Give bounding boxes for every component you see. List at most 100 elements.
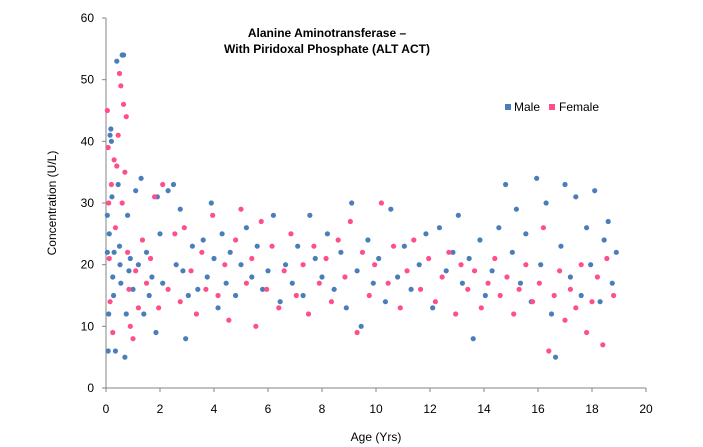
data-point-female (604, 255, 610, 262)
data-point-male (260, 286, 266, 292)
legend-male-marker (505, 104, 511, 110)
data-point-female (372, 262, 378, 268)
data-point-male (295, 243, 301, 249)
data-point-female (530, 299, 536, 305)
data-point-male (170, 181, 177, 188)
data-point-female (511, 311, 517, 317)
data-point-female (426, 255, 432, 262)
data-point-male (558, 243, 564, 249)
data-point-male (157, 231, 163, 237)
data-point-male (215, 305, 221, 311)
data-point-female (110, 329, 116, 336)
data-point-female (233, 237, 239, 243)
data-point-male (358, 323, 364, 329)
data-point-male (115, 181, 121, 188)
legend-male-label: Male (514, 100, 540, 114)
data-point-female (249, 255, 255, 262)
data-point-male (130, 286, 136, 292)
legend-female-marker (549, 104, 555, 110)
data-point-female (264, 286, 270, 292)
data-point-male (180, 268, 186, 274)
data-point-female (439, 274, 445, 280)
data-point-female (123, 114, 129, 120)
data-point-male (416, 262, 422, 268)
data-point-female (478, 305, 484, 311)
data-point-female (104, 107, 110, 114)
data-point-female (116, 70, 123, 77)
data-point-male (349, 200, 355, 206)
data-point-female (378, 200, 384, 206)
data-point-female (130, 336, 136, 342)
data-point-male (270, 212, 276, 218)
data-point-female (293, 292, 299, 299)
data-point-male (597, 299, 603, 305)
data-point-male (573, 194, 579, 200)
data-point-male (165, 188, 171, 194)
data-point-male (552, 354, 559, 360)
data-point-male (376, 255, 382, 262)
data-point-male (423, 231, 429, 237)
data-point-male (277, 299, 283, 305)
data-point-male (118, 280, 124, 286)
x-tick-group: 0 2 4 6 8 10 12 14 16 18 20 (103, 388, 653, 416)
x-tick-label: 0 (103, 402, 110, 416)
x-tick-label: 20 (639, 402, 653, 416)
data-point-female (551, 292, 557, 299)
y-tick-label: 50 (81, 73, 95, 87)
data-point-female (108, 181, 114, 188)
data-point-female (335, 237, 341, 243)
x-tick-label: 10 (369, 402, 383, 416)
x-tick-label: 16 (531, 402, 545, 416)
data-point-male (489, 268, 495, 274)
data-point-female (411, 237, 417, 243)
data-point-male (110, 274, 116, 280)
data-point-female (316, 280, 322, 286)
data-point-female (305, 311, 312, 317)
data-point-female (594, 274, 601, 280)
data-point-female (288, 231, 294, 237)
data-point-female (536, 280, 542, 286)
data-point-female (105, 144, 111, 151)
data-point-male (408, 286, 414, 292)
data-point-male (120, 52, 127, 58)
data-point-female (557, 268, 563, 274)
data-point-female (118, 83, 124, 89)
data-point-male (189, 243, 195, 249)
data-point-female (156, 305, 162, 311)
y-tick-group: 0 10 20 30 40 50 60 (81, 11, 106, 395)
data-point-male (105, 348, 111, 354)
y-tick-label: 10 (81, 319, 95, 333)
data-point-male (578, 292, 584, 299)
data-point-male (135, 262, 141, 268)
y-tick-label: 20 (81, 258, 95, 272)
data-point-male (482, 292, 488, 299)
data-point-male (111, 249, 117, 255)
data-point-male (534, 175, 540, 181)
data-point-male (211, 255, 217, 262)
data-point-male (149, 274, 155, 280)
data-point-female (226, 317, 232, 323)
data-point-female (172, 231, 178, 237)
data-point-male (138, 175, 144, 181)
data-point-male (354, 268, 360, 274)
data-point-male (388, 206, 394, 212)
data-point-male (567, 274, 574, 280)
data-point-male (110, 292, 117, 299)
data-point-female (504, 274, 510, 280)
data-point-male (160, 280, 166, 286)
data-point-female (578, 262, 584, 268)
data-point-female (471, 268, 478, 274)
x-tick-label: 4 (211, 402, 218, 416)
legend-female-label: Female (559, 100, 599, 114)
data-point-female (465, 286, 471, 292)
data-point-male (605, 218, 611, 225)
data-point-female (114, 163, 120, 169)
data-point-male (114, 58, 120, 64)
data-point-male (108, 138, 114, 144)
data-point-male (227, 249, 233, 255)
data-point-male (523, 231, 529, 237)
y-axis-label: Concentration (U/L) (45, 151, 59, 256)
data-point-male (543, 200, 549, 206)
data-point-male (223, 280, 229, 286)
